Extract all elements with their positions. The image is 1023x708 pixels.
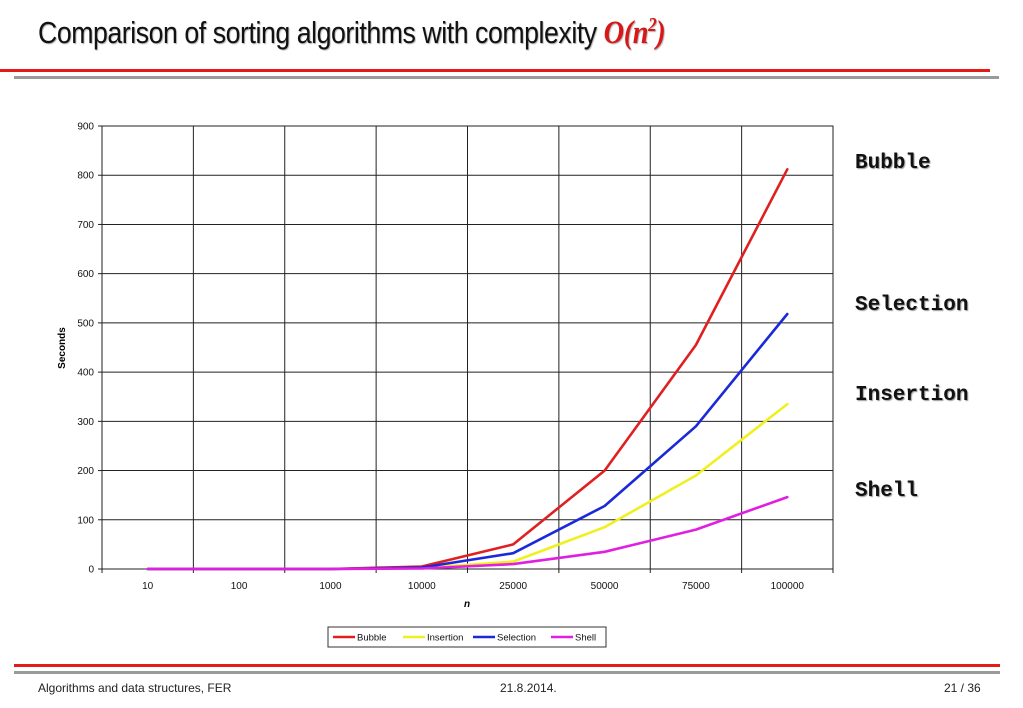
title-rule-red — [0, 69, 990, 72]
x-tick-label: 25000 — [499, 581, 527, 592]
y-axis-label: Seconds — [57, 327, 68, 369]
title-formula: O(n2) — [603, 14, 666, 51]
chart-legend: Bubble Insertion Selection Shell — [327, 626, 607, 648]
legend-label-bubble: Bubble — [357, 633, 387, 644]
side-label-shell: Shell — [855, 480, 919, 503]
y-tick-label: 0 — [88, 565, 94, 576]
y-tick-label: 600 — [77, 269, 94, 280]
y-tick-label: 900 — [77, 122, 94, 133]
x-tick-label: 100 — [231, 581, 248, 592]
footer-date: 21.8.2014. — [500, 681, 557, 695]
x-tick-label: 1000 — [319, 581, 342, 592]
side-label-selection: Selection — [855, 294, 969, 317]
legend-label-shell: Shell — [575, 633, 596, 644]
y-tick-label: 800 — [77, 171, 94, 182]
legend-box — [327, 626, 607, 648]
side-label-insertion: Insertion — [855, 384, 969, 407]
y-tick-label: 700 — [77, 220, 94, 231]
legend-label-insertion: Insertion — [427, 633, 463, 644]
legend-label-selection: Selection — [497, 633, 536, 644]
x-tick-label: 75000 — [682, 581, 710, 592]
y-tick-label: 100 — [77, 515, 94, 526]
x-axis-label: n — [464, 599, 470, 610]
x-tick-label: 100000 — [771, 581, 805, 592]
footer-course: Algorithms and data structures, FER — [38, 681, 232, 695]
side-label-bubble: Bubble — [855, 152, 931, 175]
x-tick-label: 10000 — [408, 581, 436, 592]
footer-rule-gray — [14, 671, 1000, 674]
y-tick-label: 300 — [77, 417, 94, 428]
title-text: Comparison of sorting algorithms with co… — [38, 15, 604, 50]
title-rule-gray — [14, 76, 999, 79]
x-tick-label: 10 — [142, 581, 154, 592]
title-formula-base: O(n — [603, 15, 649, 51]
title-formula-exponent: 2 — [648, 14, 657, 36]
title-formula-close: ) — [656, 15, 666, 51]
footer-rule-red — [14, 664, 1000, 667]
series-line-shell — [146, 495, 789, 571]
y-tick-label: 200 — [77, 466, 94, 477]
y-tick-label: 400 — [77, 368, 94, 379]
slide-title: Comparison of sorting algorithms with co… — [38, 14, 666, 52]
y-tick-label: 500 — [77, 318, 94, 329]
x-tick-label: 50000 — [591, 581, 619, 592]
footer-page-number: 21 / 36 — [944, 681, 981, 695]
